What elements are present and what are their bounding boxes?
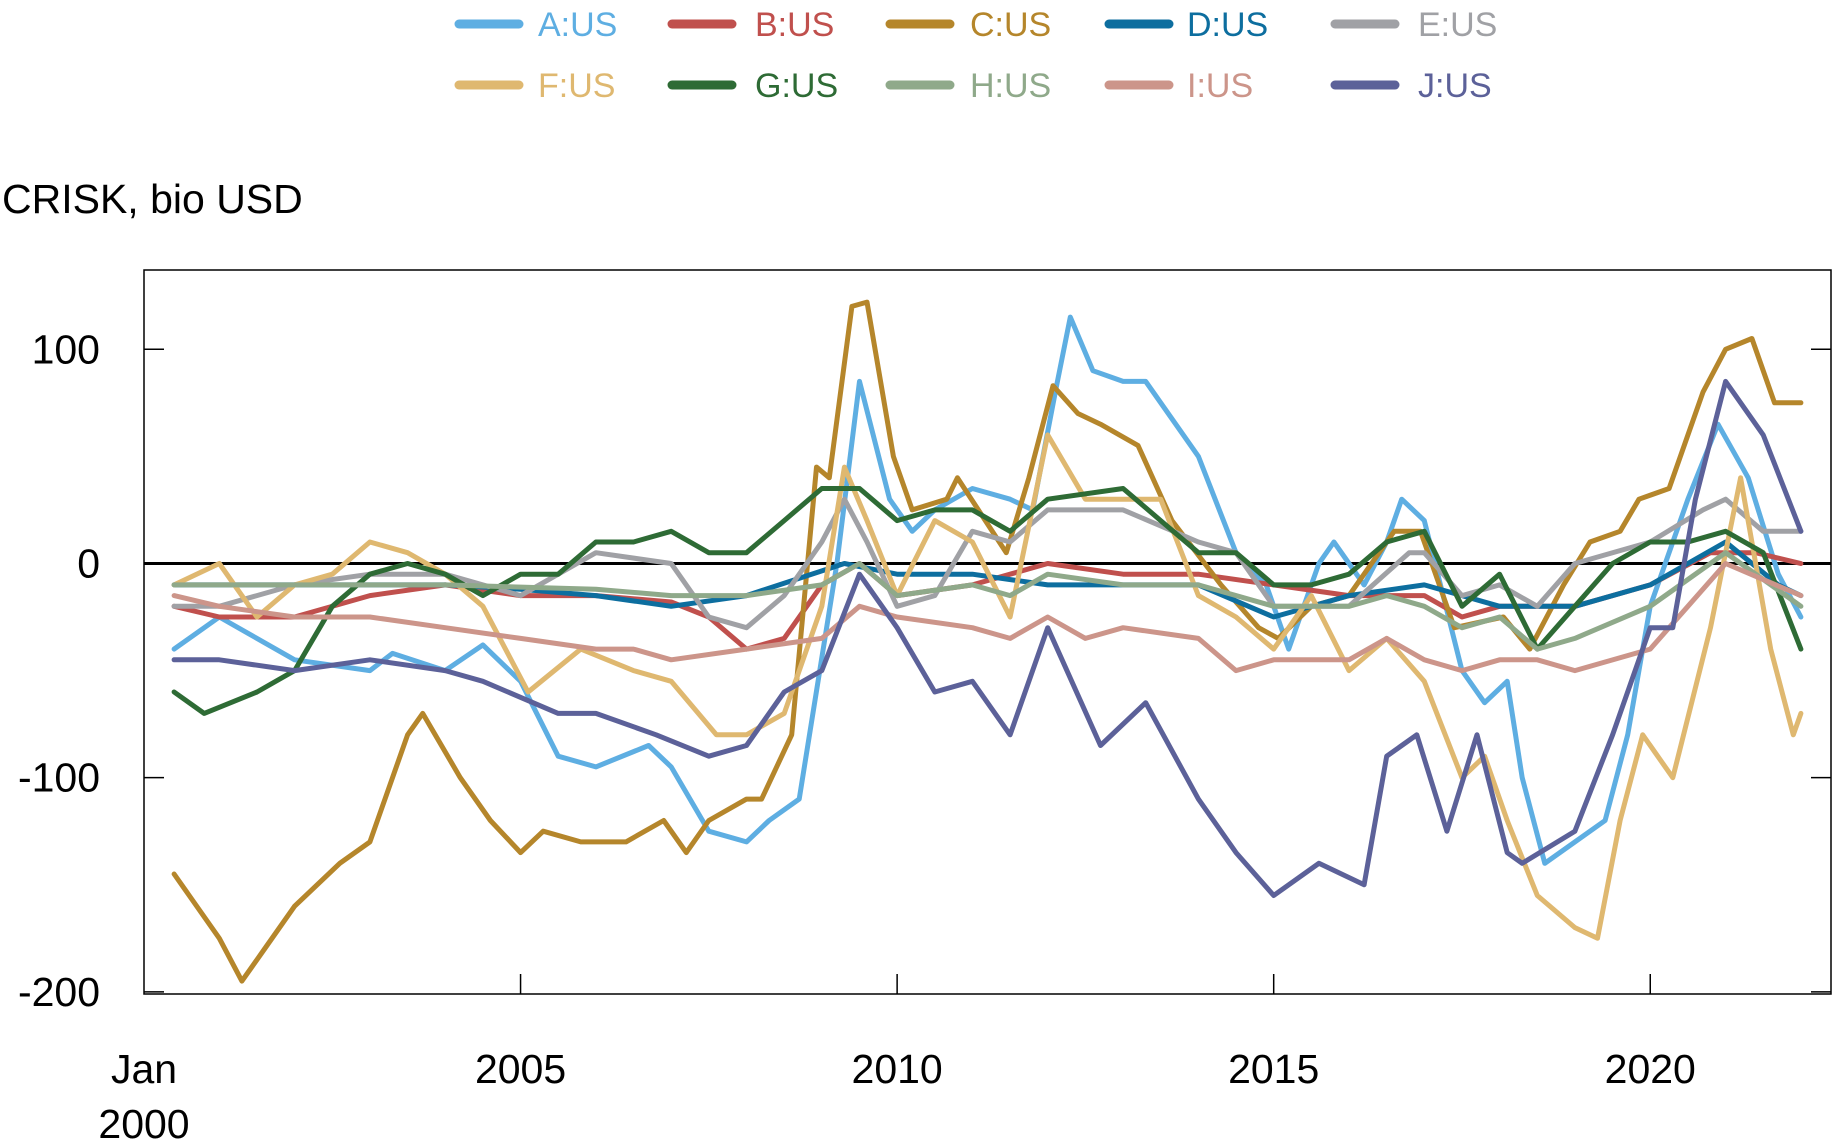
legend-label: D:US bbox=[1187, 6, 1268, 44]
legend-label: B:US bbox=[755, 6, 834, 44]
legend-item-f-us: F:US bbox=[454, 67, 615, 105]
y-tick-label: -200 bbox=[18, 969, 100, 1015]
x-tick-label: 2015 bbox=[1228, 1046, 1319, 1092]
y-tick-label: 0 bbox=[77, 540, 100, 586]
x-tick-label: 2010 bbox=[852, 1046, 943, 1092]
x-tick-label-year: 2000 bbox=[98, 1101, 189, 1147]
series-line-e-us bbox=[171, 496, 1804, 631]
series-line-j-us bbox=[171, 378, 1804, 898]
plot-frame bbox=[143, 269, 1832, 995]
series-line-h-us bbox=[171, 550, 1804, 652]
legend-label: J:US bbox=[1418, 67, 1492, 105]
legend-label: I:US bbox=[1187, 67, 1253, 105]
legend-label: H:US bbox=[970, 67, 1051, 105]
series-line-f-us bbox=[171, 432, 1804, 941]
legend-item-j-us: J:US bbox=[1330, 67, 1492, 105]
legend-item-h-us: H:US bbox=[885, 67, 1051, 105]
legend-item-b-us: B:US bbox=[667, 6, 834, 44]
legend-item-e-us: E:US bbox=[1330, 6, 1497, 44]
legend-item-c-us: C:US bbox=[885, 6, 1051, 44]
y-tick-label: 100 bbox=[32, 326, 100, 372]
x-tick-label: Jan bbox=[111, 1046, 177, 1092]
y-tick-label: -100 bbox=[18, 755, 100, 801]
legend-label: F:US bbox=[538, 67, 615, 105]
x-tick-label: 2005 bbox=[475, 1046, 566, 1092]
legend-item-g-us: G:US bbox=[667, 67, 838, 105]
x-tick-label: 2020 bbox=[1605, 1046, 1696, 1092]
legend-item-a-us: A:US bbox=[454, 6, 617, 44]
legend-item-i-us: I:US bbox=[1104, 67, 1253, 105]
legend-label: G:US bbox=[755, 67, 838, 105]
series-line-i-us bbox=[171, 561, 1804, 674]
legend-label: C:US bbox=[970, 6, 1051, 44]
series-line-a-us bbox=[171, 314, 1804, 866]
series-lines bbox=[171, 299, 1804, 984]
y-axis-title: CRISK, bio USD bbox=[2, 176, 303, 222]
legend-label: A:US bbox=[538, 6, 617, 44]
legend-label: E:US bbox=[1418, 6, 1497, 44]
legend: A:US B:US C:US D:US E:US F:US G:US H:US I:US J:US bbox=[454, 6, 1497, 105]
legend-item-d-us: D:US bbox=[1104, 6, 1268, 44]
